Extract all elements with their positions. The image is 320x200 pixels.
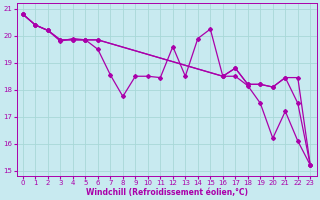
X-axis label: Windchill (Refroidissement éolien,°C): Windchill (Refroidissement éolien,°C)	[85, 188, 248, 197]
